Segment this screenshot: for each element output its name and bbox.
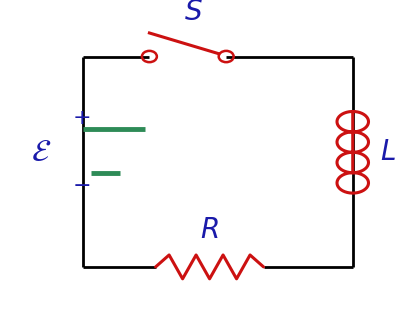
Text: $L$: $L$ (380, 139, 396, 166)
Text: $R$: $R$ (200, 217, 219, 244)
Text: $+$: $+$ (72, 107, 90, 129)
Text: $\mathcal{E}$: $\mathcal{E}$ (32, 137, 51, 168)
Text: $S$: $S$ (183, 0, 203, 26)
Text: $-$: $-$ (72, 173, 90, 195)
